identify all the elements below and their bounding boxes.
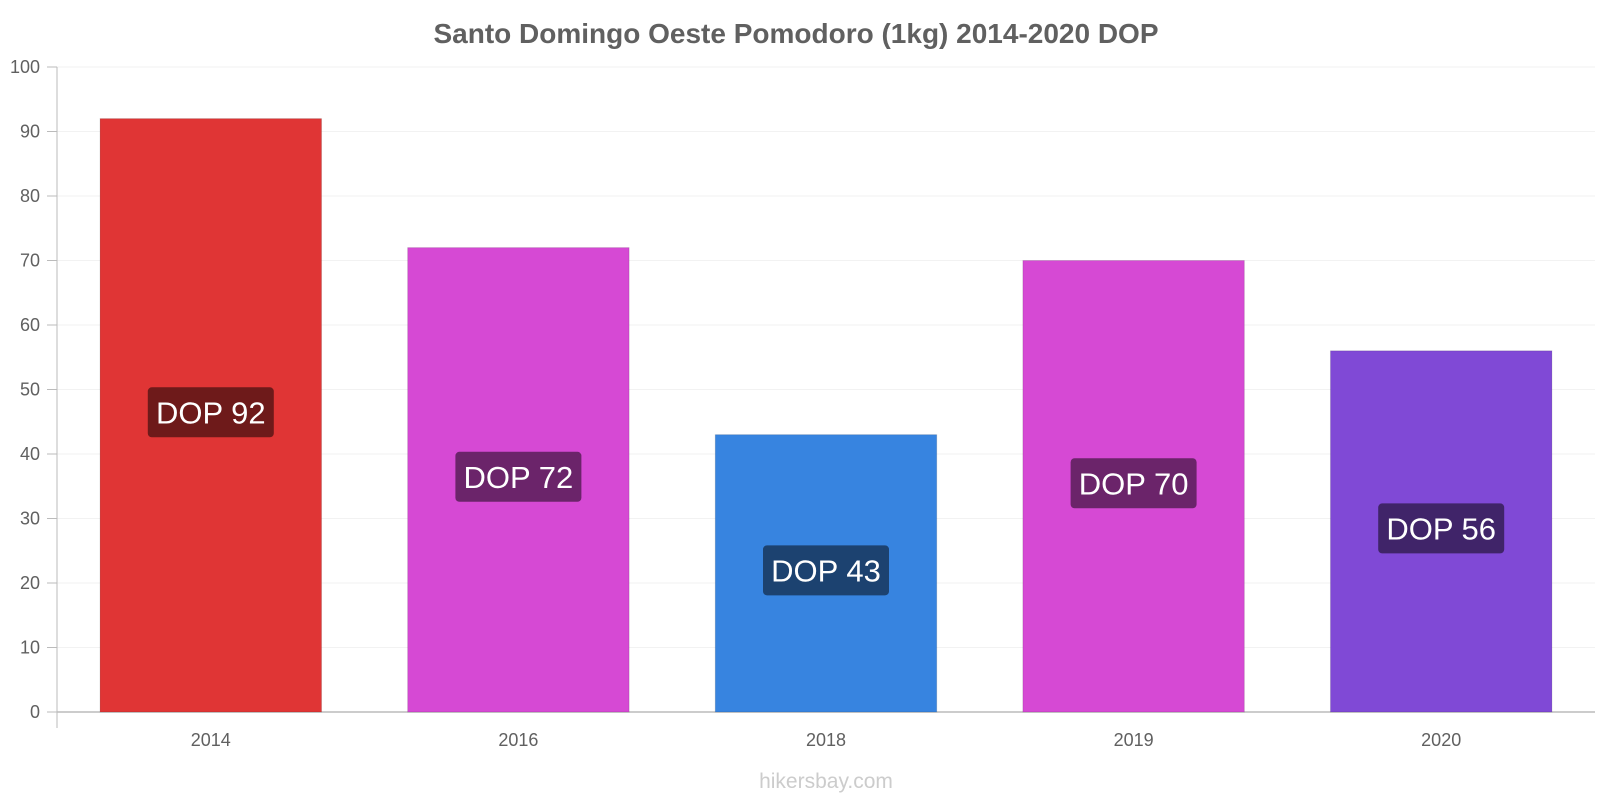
data-label: DOP 56 xyxy=(1386,511,1496,546)
watermark: hikersbay.com xyxy=(759,770,893,793)
y-tick-label: 30 xyxy=(20,509,40,529)
x-tick-label: 2016 xyxy=(498,730,538,750)
data-label-box xyxy=(455,451,582,502)
data-label: DOP 43 xyxy=(771,553,881,588)
x-tick-label: 2014 xyxy=(191,730,231,750)
y-tick-label: 0 xyxy=(30,702,40,722)
x-tick-label: 2019 xyxy=(1114,730,1154,750)
data-labels: DOP 92 DOP 72 DOP 43 DOP 70 DOP 56 xyxy=(147,387,1505,596)
y-tick-label: 40 xyxy=(20,444,40,464)
data-label-box xyxy=(147,387,274,438)
y-tick-label: 10 xyxy=(20,638,40,658)
chart-title: Santo Domingo Oeste Pomodoro (1kg) 2014-… xyxy=(433,18,1158,49)
y-tick-label: 50 xyxy=(20,380,40,400)
y-tick-label: 60 xyxy=(20,315,40,335)
data-label-box xyxy=(1378,503,1505,554)
data-label-box xyxy=(763,545,889,596)
data-label: DOP 92 xyxy=(156,395,266,430)
data-label: DOP 70 xyxy=(1079,466,1189,501)
y-tick-label: 90 xyxy=(20,122,40,142)
data-label: DOP 72 xyxy=(464,460,574,495)
bars xyxy=(99,118,1553,713)
data-label-box xyxy=(1070,458,1197,509)
x-tick-label: 2018 xyxy=(806,730,846,750)
y-tick-label: 100 xyxy=(10,57,40,77)
y-tick-label: 80 xyxy=(20,186,40,206)
y-tick-label: 70 xyxy=(20,251,40,271)
y-tick-label: 20 xyxy=(20,573,40,593)
x-tick-label: 2020 xyxy=(1421,730,1461,750)
